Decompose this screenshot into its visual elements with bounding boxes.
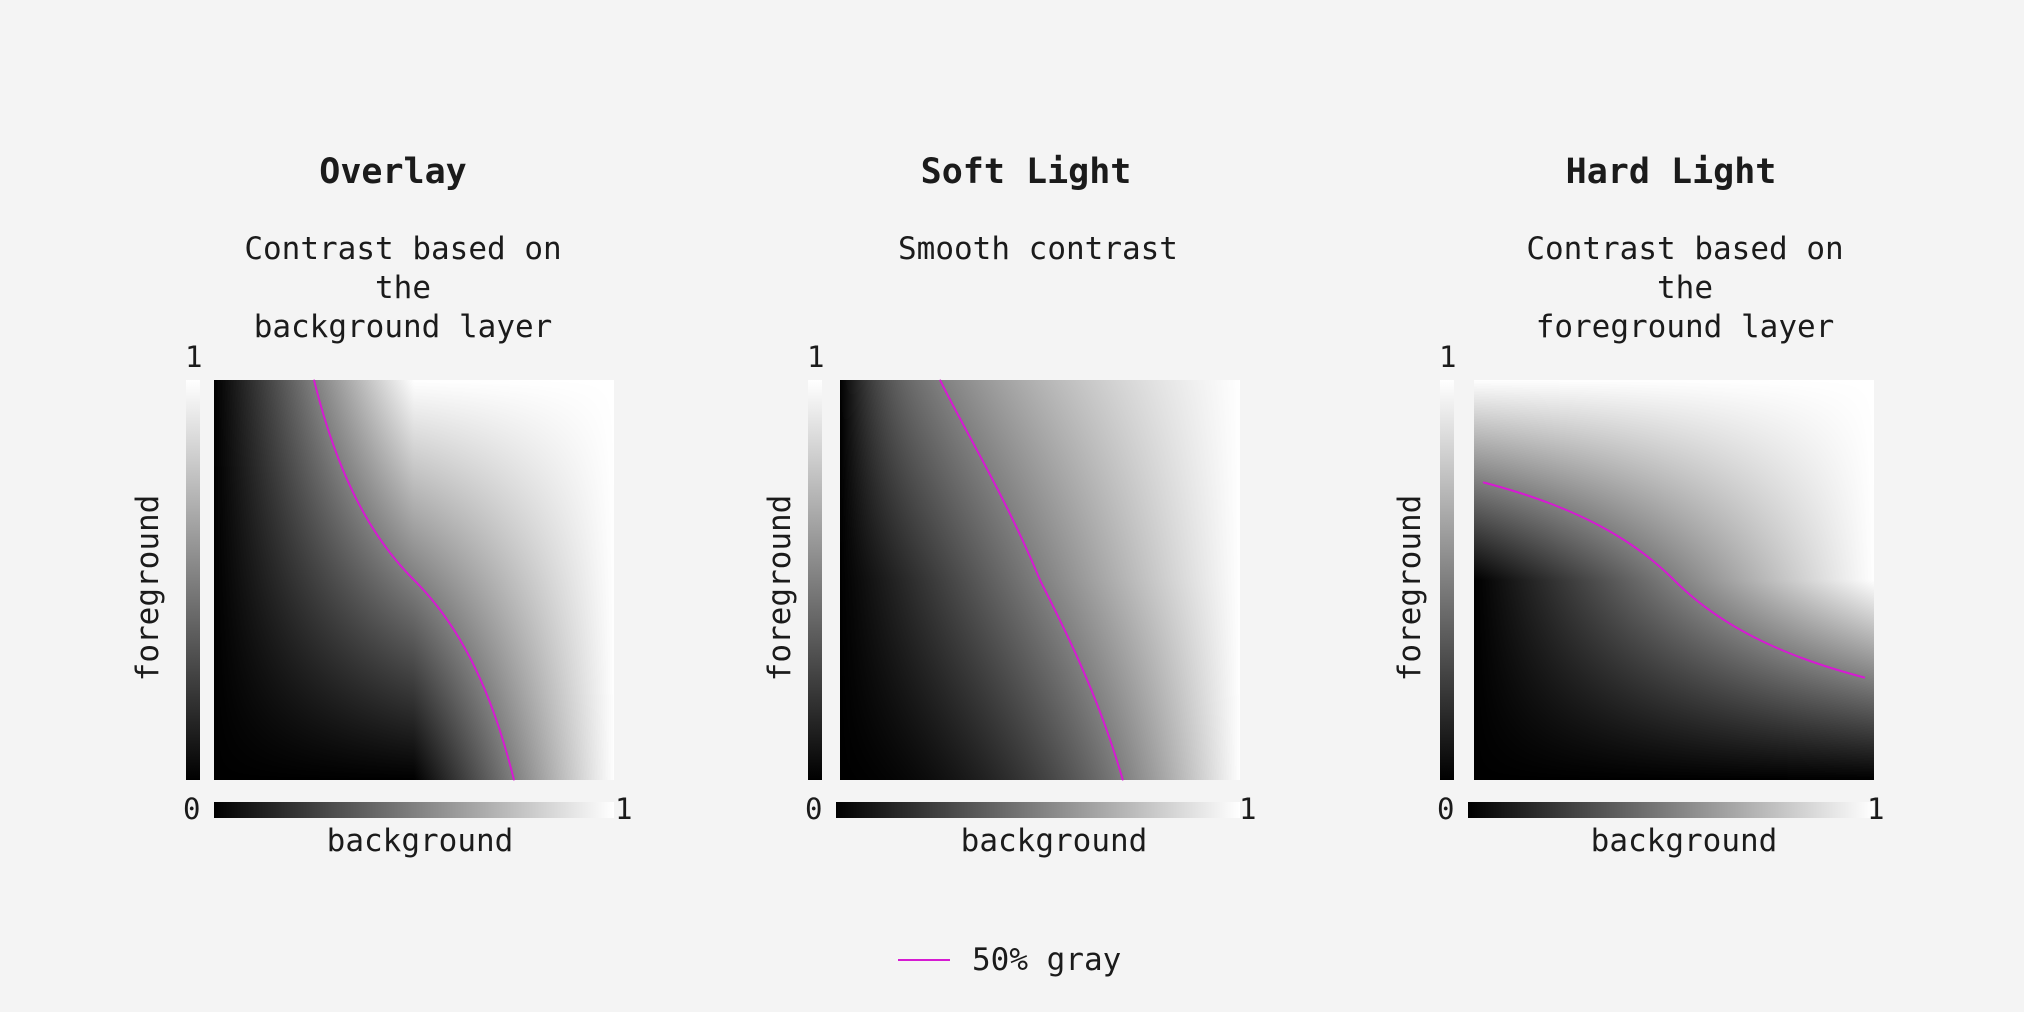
panel-title: Soft Light (920, 152, 1132, 192)
x-max-tick: 1 (1867, 792, 1885, 826)
panel-overlay: Overlay Contrast based on the background… (130, 0, 770, 900)
panel-hard-light: Hard Light Contrast based on the foregro… (1390, 0, 2024, 900)
y-max-tick: 1 (185, 340, 203, 374)
y-min-tick: 0 (805, 792, 823, 826)
foreground-gradient-bar (186, 380, 200, 780)
panel-subtitle: Smooth contrast (898, 231, 1178, 267)
foreground-gradient-bar (1440, 380, 1454, 780)
gray-contour-line (1482, 481, 1866, 679)
panel-title: Overlay (319, 152, 467, 192)
panel-title: Hard Light (1565, 152, 1777, 192)
panel-subtitle: Contrast based on the foreground layer (1526, 231, 1844, 345)
y-max-tick: 1 (1439, 340, 1457, 374)
x-max-tick: 1 (1239, 792, 1257, 826)
y-axis-label: foreground (1392, 494, 1428, 682)
y-min-tick: 0 (1437, 792, 1455, 826)
background-gradient-bar (214, 802, 614, 818)
gray-contour-svg (939, 379, 1124, 781)
y-axis-label: foreground (130, 494, 166, 682)
gray-contour-line (313, 379, 515, 781)
gray-contour-svg (313, 379, 515, 781)
y-axis-label: foreground (762, 494, 798, 682)
y-max-tick: 1 (807, 340, 825, 374)
gray-contour-svg (1482, 481, 1866, 679)
background-gradient-bar (1468, 802, 1874, 818)
panel-subtitle: Contrast based on the background layer (244, 231, 562, 345)
legend: 50% gray (898, 938, 1121, 982)
foreground-gradient-bar (808, 380, 822, 780)
x-axis-label: background (960, 823, 1148, 859)
legend-swatch (898, 959, 950, 961)
panel-soft-light: Soft Light Smooth contrast 1 0 foregroun… (760, 0, 1400, 900)
legend-label: 50% gray (972, 942, 1122, 978)
gray-contour-line (939, 379, 1124, 781)
x-max-tick: 1 (615, 792, 633, 826)
x-axis-label: background (1590, 823, 1778, 859)
background-gradient-bar (836, 802, 1240, 818)
x-axis-label: background (326, 823, 514, 859)
y-min-tick: 0 (183, 792, 201, 826)
